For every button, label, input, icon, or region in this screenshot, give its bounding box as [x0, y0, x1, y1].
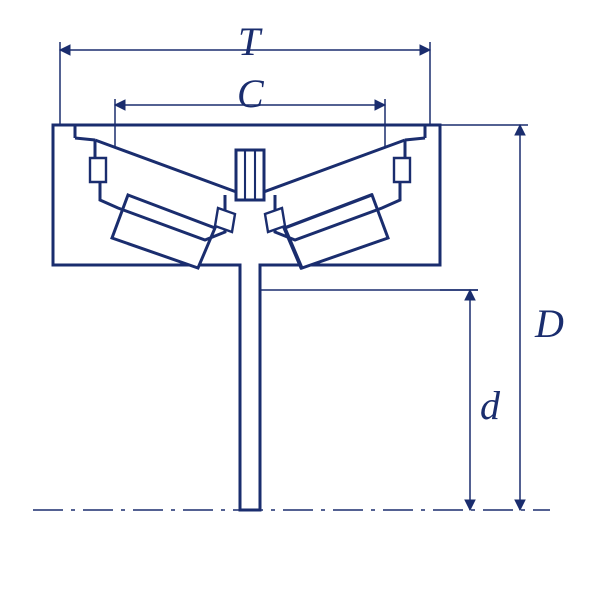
dim-label-t: T	[238, 18, 260, 65]
bearing-drawing	[0, 0, 600, 600]
dim-label-d: d	[480, 382, 500, 429]
dim-label-D: D	[535, 300, 564, 347]
dim-label-c: C	[237, 70, 264, 117]
